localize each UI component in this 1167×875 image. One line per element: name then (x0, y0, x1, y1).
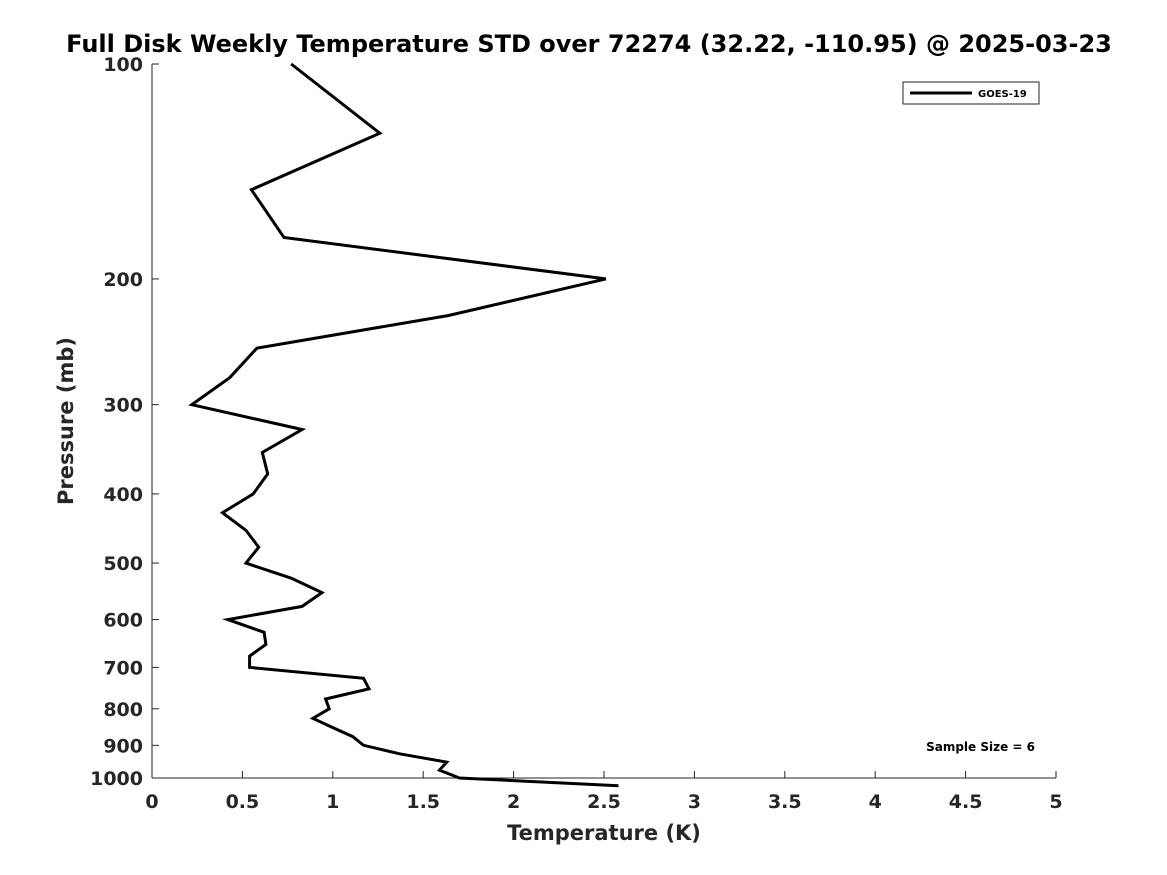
x-tick-label: 2 (507, 791, 520, 813)
x-tick-label: 1 (326, 791, 339, 813)
chart-title: Full Disk Weekly Temperature STD over 72… (66, 30, 1112, 58)
y-tick-label: 600 (103, 610, 143, 632)
sample-size-annotation: Sample Size = 6 (926, 740, 1035, 754)
y-tick-label: 100 (103, 54, 143, 76)
x-tick-label: 3 (688, 791, 701, 813)
y-tick-label: 900 (103, 735, 143, 757)
series-line-goes-19 (188, 62, 619, 788)
y-tick-label: 500 (103, 553, 143, 575)
y-ticks: 100 200 300 400 500 600 700 800 900 1000 (90, 54, 159, 790)
x-tick-label: 4 (869, 791, 882, 813)
x-tick-label: 2.5 (587, 791, 621, 813)
x-axis-label: Temperature (K) (507, 821, 701, 845)
x-tick-label: 5 (1049, 791, 1062, 813)
legend: GOES-19 (902, 81, 1040, 105)
y-tick-label: 300 (103, 395, 143, 417)
x-tick-label: 3.5 (768, 791, 802, 813)
y-tick-label: 800 (103, 699, 143, 721)
y-tick-label: 1000 (90, 768, 143, 790)
x-ticks: 0 0.5 1 1.5 2 2.5 3 3.5 4 4.5 5 (145, 771, 1063, 813)
x-tick-label: 0 (145, 791, 158, 813)
y-tick-label: 400 (103, 484, 143, 506)
y-tick-label: 200 (103, 269, 143, 291)
y-tick-label: 700 (103, 657, 143, 679)
x-tick-label: 4.5 (949, 791, 983, 813)
y-axis-label: Pressure (mb) (54, 337, 78, 505)
x-tick-label: 1.5 (406, 791, 440, 813)
series-group (188, 62, 619, 788)
x-tick-label: 0.5 (226, 791, 260, 813)
legend-label-goes-19: GOES-19 (978, 89, 1027, 100)
